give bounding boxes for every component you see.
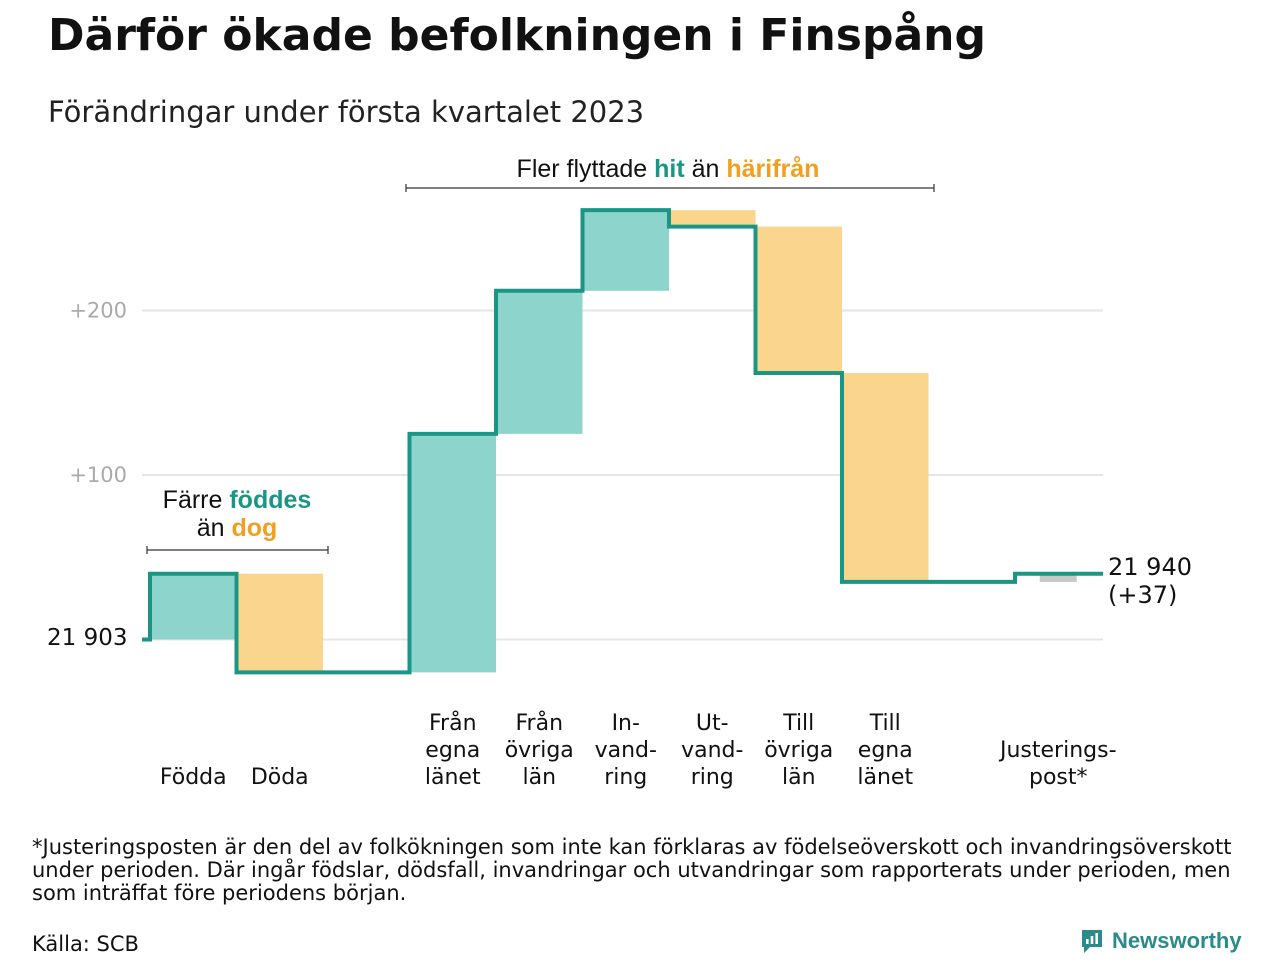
migration-annotation: Fler flyttade hit än härifrån xyxy=(517,155,820,183)
category-label: Döda xyxy=(251,765,309,790)
category-label: egna xyxy=(858,738,913,763)
brand-name: Newsworthy xyxy=(1112,928,1242,953)
bar-outflow xyxy=(755,226,842,374)
newsworthy-logo-icon xyxy=(1082,930,1102,953)
births-annotation-line: Färre föddes xyxy=(163,486,312,514)
category-label: Från xyxy=(515,710,563,736)
y-tick-label: +200 xyxy=(69,299,127,323)
category-label: Ut- xyxy=(696,711,729,736)
births-annotation-highlight: föddes xyxy=(229,486,311,514)
end-value-label: (+37) xyxy=(1108,581,1177,609)
category-label: länet xyxy=(857,765,913,790)
y-tick-label: +100 xyxy=(69,463,127,487)
category-label: övriga xyxy=(764,738,833,763)
bar-inflow xyxy=(150,573,237,640)
start-value-label: 21 903 xyxy=(47,625,127,651)
bar-outflow xyxy=(236,573,323,673)
category-label: Till xyxy=(869,711,901,736)
category-label: Justerings- xyxy=(998,738,1117,763)
migration-annotation-part: Fler flyttade xyxy=(517,155,655,183)
chart-title: Därför ökade befolkningen i Finspång xyxy=(48,10,986,61)
source-label: Källa: SCB xyxy=(32,932,139,956)
births-annotation-part: än xyxy=(197,514,232,542)
end-value-label: 21 940 xyxy=(1108,553,1192,581)
chart-subtitle: Förändringar under första kvartalet 2023 xyxy=(48,95,645,129)
category-label: vand- xyxy=(681,738,743,763)
category-label: ring xyxy=(691,765,734,790)
category-label: övriga xyxy=(505,738,574,763)
bar-inflow xyxy=(496,290,583,434)
bar-adjustment xyxy=(1039,573,1077,582)
category-label: Till xyxy=(782,711,814,736)
category-label: In- xyxy=(612,711,640,736)
migration-annotation-part: härifrån xyxy=(726,155,819,183)
category-label: länet xyxy=(425,765,481,790)
births-annotation-highlight: dog xyxy=(231,514,277,542)
category-label: län xyxy=(522,765,556,790)
bar-inflow xyxy=(409,433,496,673)
category-label: egna xyxy=(425,738,480,763)
births-annotation-part: Färre xyxy=(163,486,230,514)
migration-annotation-part: än xyxy=(685,155,727,183)
category-label: post* xyxy=(1029,765,1088,790)
cumulative-step-line xyxy=(142,208,1103,675)
footnote: *Justeringsposten är den del av folkökni… xyxy=(32,835,1232,905)
category-label: Födda xyxy=(160,765,227,790)
bar-inflow xyxy=(582,210,669,291)
migration-annotation-part: hit xyxy=(654,155,685,183)
category-label: vand- xyxy=(595,738,657,763)
category-label: län xyxy=(782,765,816,790)
bar-outflow xyxy=(842,373,929,582)
category-label: ring xyxy=(604,765,647,790)
births-annotation-line: än dog xyxy=(197,514,278,542)
category-label: Från xyxy=(429,710,477,736)
bar-outflow xyxy=(669,210,756,227)
brand-logo: Newsworthy xyxy=(1080,928,1242,954)
